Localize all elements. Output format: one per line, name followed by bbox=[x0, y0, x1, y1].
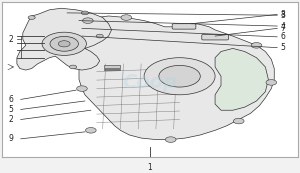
Circle shape bbox=[266, 80, 277, 85]
Circle shape bbox=[28, 16, 35, 19]
Text: 6: 6 bbox=[280, 32, 285, 41]
Circle shape bbox=[233, 118, 244, 124]
Polygon shape bbox=[79, 16, 274, 140]
FancyBboxPatch shape bbox=[172, 24, 196, 29]
Circle shape bbox=[42, 32, 86, 55]
Bar bbox=[104, 65, 120, 68]
Text: 6: 6 bbox=[9, 95, 14, 104]
Circle shape bbox=[76, 86, 87, 91]
Text: 9: 9 bbox=[9, 134, 14, 143]
Circle shape bbox=[251, 43, 262, 48]
Circle shape bbox=[70, 65, 76, 69]
Circle shape bbox=[85, 128, 96, 133]
Text: 4: 4 bbox=[280, 21, 285, 30]
Text: 2: 2 bbox=[9, 115, 13, 124]
Circle shape bbox=[81, 11, 88, 15]
Bar bbox=[104, 69, 120, 70]
Text: Coop: Coop bbox=[122, 73, 178, 92]
Circle shape bbox=[58, 41, 70, 47]
Text: 7: 7 bbox=[280, 24, 285, 33]
Polygon shape bbox=[215, 48, 268, 110]
Circle shape bbox=[121, 15, 132, 20]
Circle shape bbox=[144, 58, 215, 95]
Text: 2: 2 bbox=[9, 35, 13, 44]
Polygon shape bbox=[17, 8, 112, 70]
Circle shape bbox=[165, 137, 176, 142]
Circle shape bbox=[96, 34, 103, 38]
Text: 1: 1 bbox=[148, 163, 152, 172]
Text: 8: 8 bbox=[280, 10, 285, 19]
Text: 5: 5 bbox=[9, 105, 14, 114]
Circle shape bbox=[159, 65, 200, 87]
Text: 5: 5 bbox=[280, 43, 285, 52]
Circle shape bbox=[82, 18, 93, 23]
Text: 3: 3 bbox=[280, 11, 285, 20]
FancyBboxPatch shape bbox=[202, 35, 228, 40]
Circle shape bbox=[50, 36, 78, 51]
